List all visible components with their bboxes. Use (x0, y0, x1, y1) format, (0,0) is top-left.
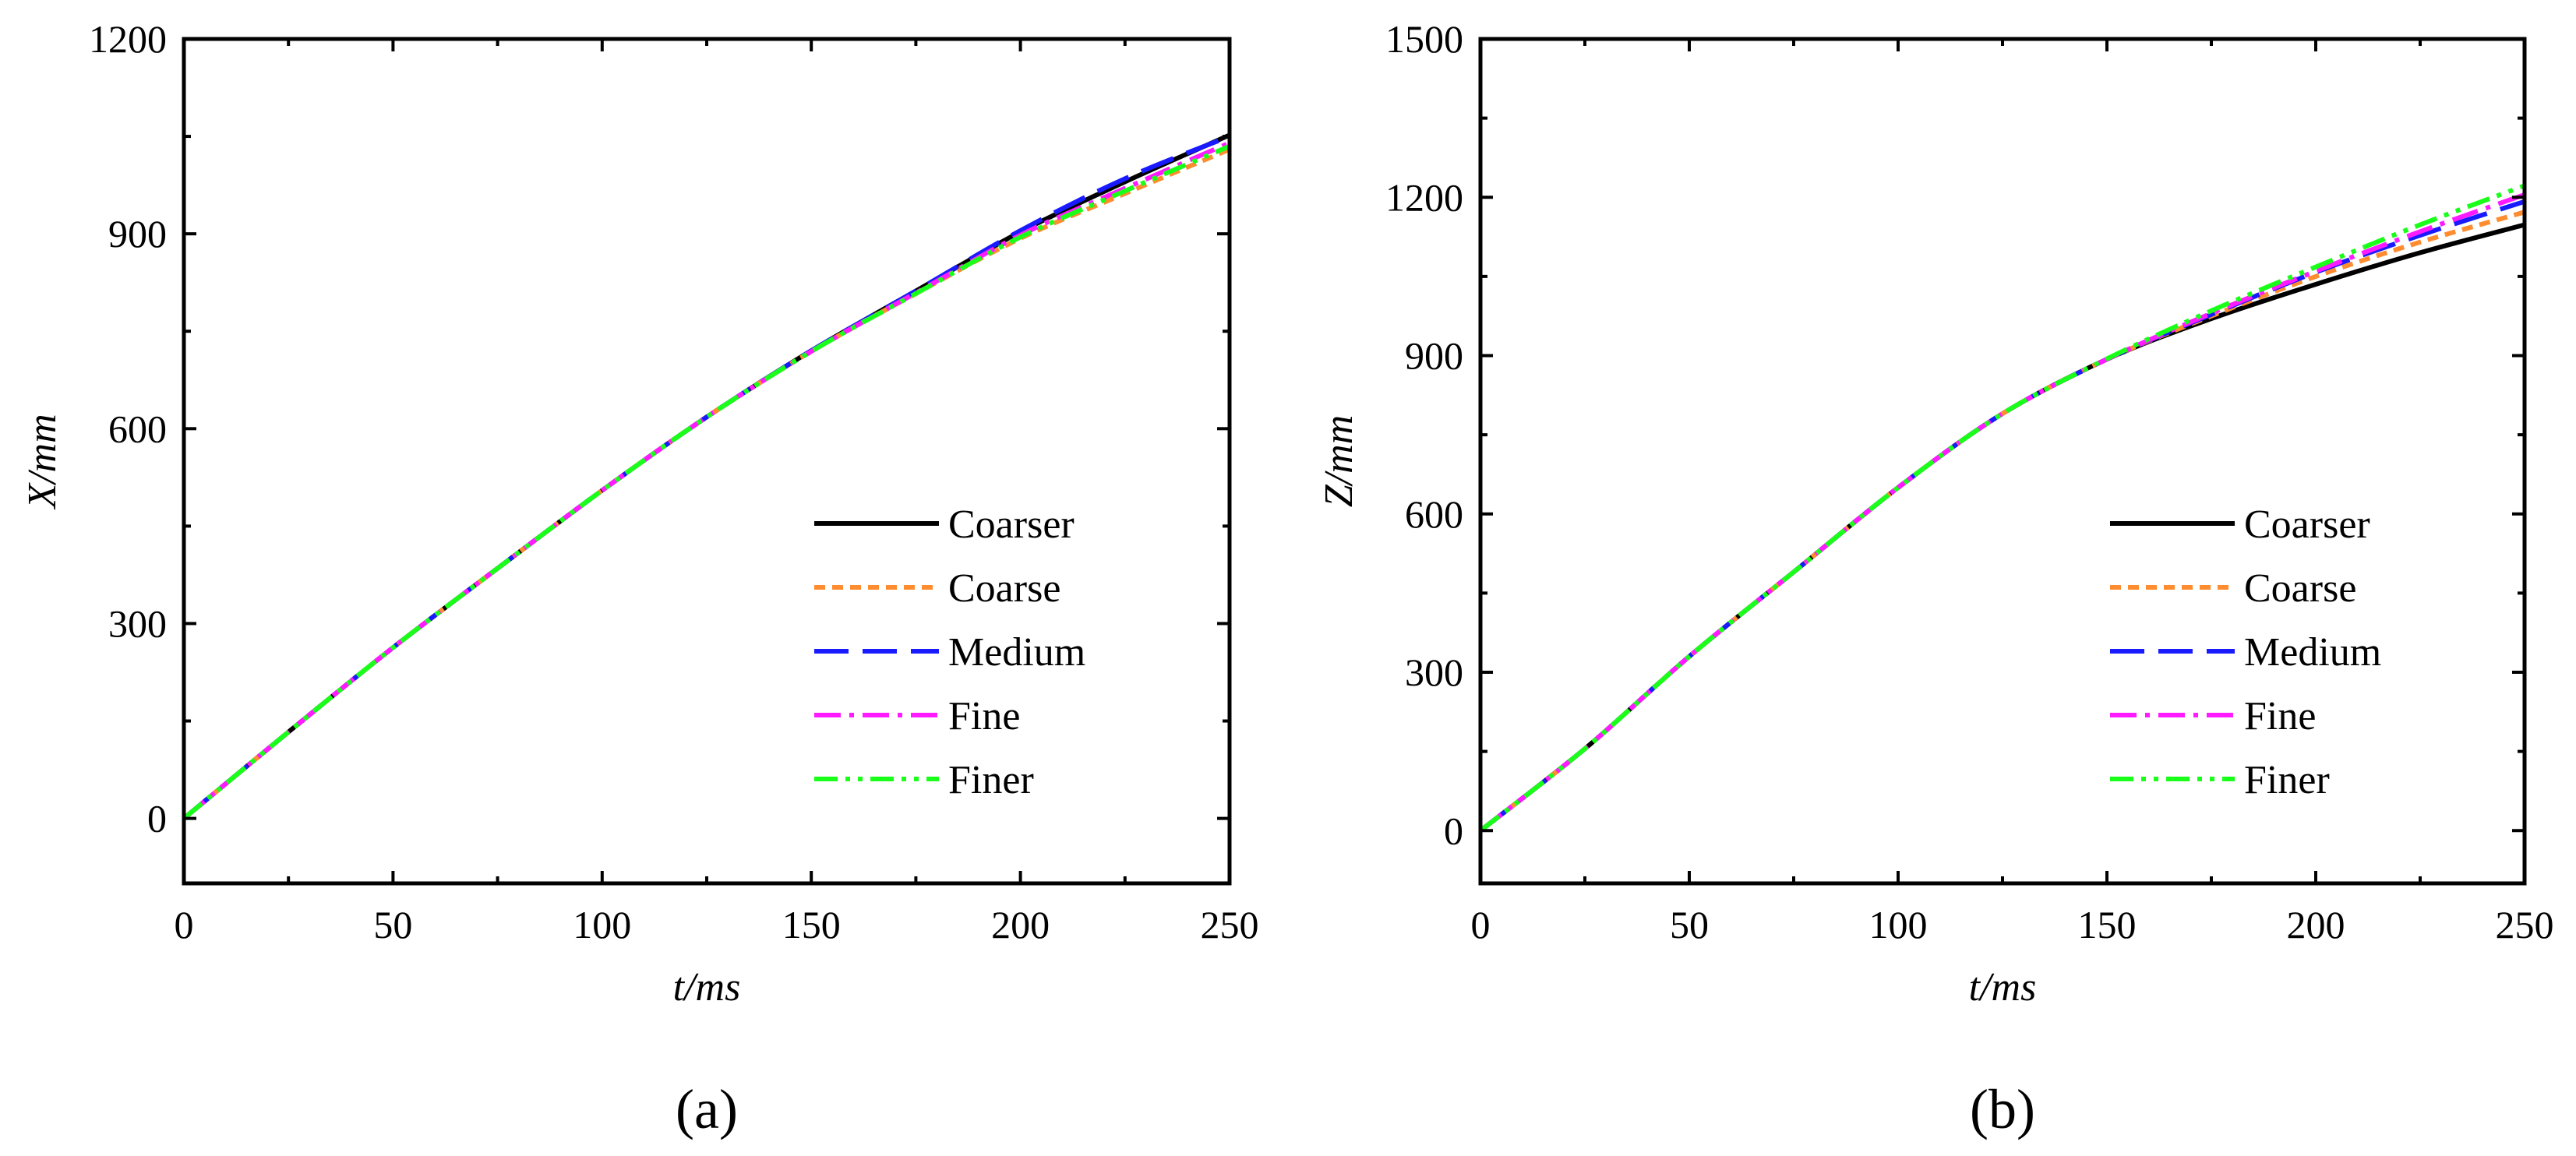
y-tick-label: 1200 (1385, 175, 1463, 219)
x-tick-label: 250 (1201, 903, 1259, 946)
x-tick-label: 200 (2287, 903, 2345, 946)
legend: Coarser Coarse Medium Fine Finer (814, 502, 1085, 802)
x-tick-label: 0 (1471, 903, 1491, 946)
series-line-fine (184, 140, 1230, 820)
x-tick-label: 50 (373, 903, 412, 946)
y-tick-label: 0 (1444, 809, 1463, 852)
chart-panel-b: 0 50 100 150 200 250 0 300 600 900 1200 1500 t/ms Z/m… (1317, 17, 2554, 1140)
series-line-coarse (1480, 210, 2525, 833)
legend-label-coarser: Coarser (2244, 502, 2370, 547)
y-tick-label: 1500 (1385, 17, 1463, 61)
legend-label-coarser: Coarser (948, 502, 1075, 547)
legend-label-fine: Fine (948, 694, 1020, 738)
y-tick-label: 600 (108, 407, 167, 450)
legend-label-finer: Finer (948, 758, 1034, 802)
panel-label: (a) (676, 1078, 738, 1140)
y-tick-label: 600 (1405, 492, 1463, 536)
legend-label-coarse: Coarse (2244, 566, 2356, 611)
y-axis-title: Z/mm (1317, 415, 1361, 507)
legend-label-coarse: Coarse (948, 566, 1060, 611)
series-lines (184, 132, 1230, 820)
x-tick-label: 100 (1869, 903, 1928, 946)
series-line-finer (184, 143, 1230, 820)
x-tick-label: 200 (991, 903, 1050, 946)
chart-panel-a: 0 50 100 150 200 250 0 300 600 900 1200 t/ms X/mm Coa… (20, 17, 1259, 1140)
legend-label-medium: Medium (2244, 630, 2381, 675)
legend-label-fine: Fine (2244, 694, 2316, 738)
panel-label: (b) (1970, 1078, 2035, 1140)
x-tick-label: 100 (573, 903, 631, 946)
y-tick-label: 900 (108, 212, 167, 256)
legend-label-medium: Medium (948, 630, 1085, 675)
legend-label-finer: Finer (2244, 758, 2330, 802)
plot-frame (1478, 37, 2527, 886)
x-axis-title: t/ms (673, 965, 741, 1010)
legend: Coarser Coarse Medium Fine Finer (2110, 502, 2381, 802)
series-line-coarser (184, 132, 1230, 820)
x-axis-title: t/ms (1969, 965, 2037, 1010)
x-tick-label: 0 (175, 903, 194, 946)
plot-frame (182, 37, 1232, 886)
x-tick-label: 250 (2496, 903, 2554, 946)
series-lines (1480, 183, 2525, 833)
x-tick-label: 50 (1670, 903, 1709, 946)
x-tick-label: 150 (2078, 903, 2137, 946)
y-tick-label: 1200 (89, 17, 167, 61)
y-axis-title: X/mm (20, 414, 65, 509)
series-line-medium (184, 134, 1230, 820)
y-tick-label: 0 (147, 797, 167, 841)
series-line-coarse (184, 147, 1230, 820)
y-tick-label: 300 (1405, 650, 1463, 694)
y-tick-label: 900 (1405, 334, 1463, 378)
x-tick-label: 150 (782, 903, 841, 946)
y-tick-label: 300 (108, 601, 167, 645)
